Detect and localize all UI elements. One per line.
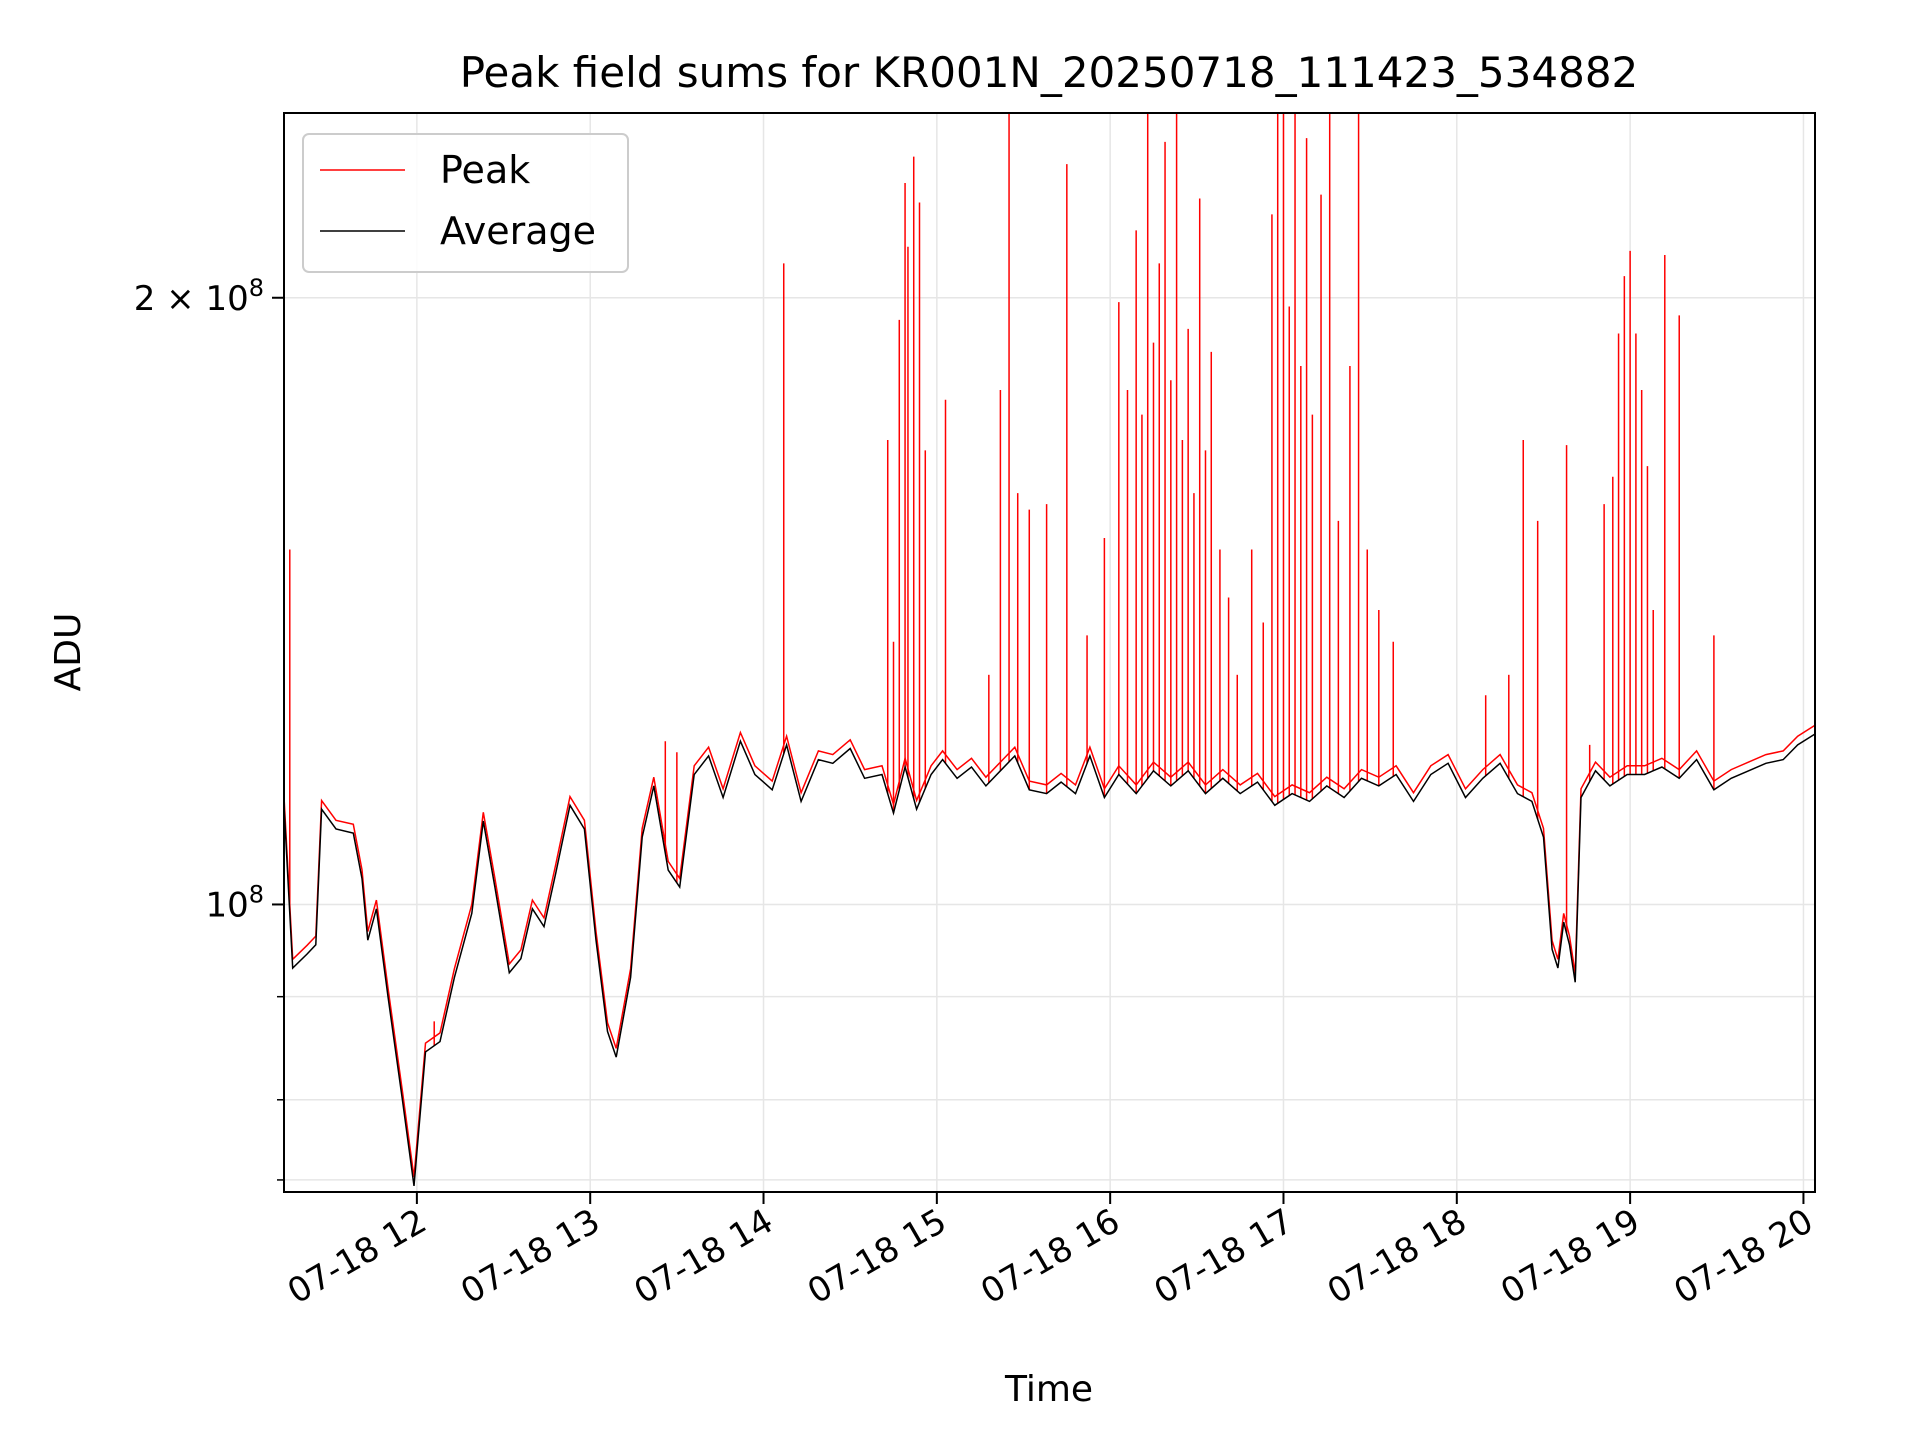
legend: Peak Average (302, 133, 629, 273)
legend-label-average: Average (440, 209, 596, 253)
series-line-average (284, 733, 1815, 1187)
legend-label-peak: Peak (440, 148, 530, 192)
y-axis-label: ADU (48, 613, 89, 692)
axes-frame (283, 112, 1816, 1193)
y-tick-label: 2 × 108 (134, 274, 264, 319)
y-axis: 108 2 × 108 (134, 274, 284, 1181)
plot-area (284, 113, 1815, 1187)
series-line-peak (284, 724, 1815, 1178)
legend-box (302, 133, 629, 273)
x-axis-label: Time (1004, 1369, 1093, 1410)
y-tick-label: 108 (205, 880, 264, 925)
chart-title: Peak field sums for KR001N_20250718_1114… (460, 48, 1639, 97)
